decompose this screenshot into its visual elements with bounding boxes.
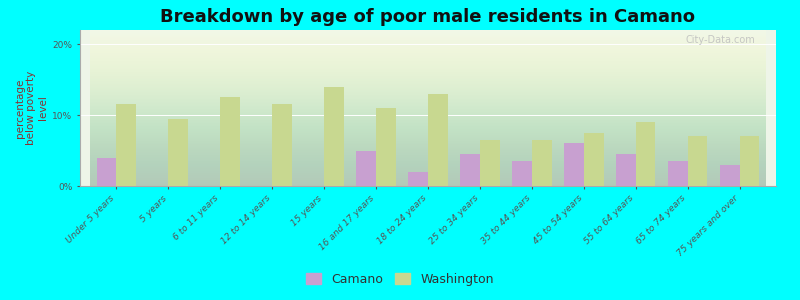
Bar bbox=[616, 154, 636, 186]
Bar bbox=[324, 87, 344, 186]
Bar bbox=[532, 140, 552, 186]
Bar bbox=[428, 94, 448, 186]
Bar bbox=[584, 133, 603, 186]
Bar bbox=[564, 143, 584, 186]
Bar bbox=[460, 154, 480, 186]
Bar bbox=[720, 165, 740, 186]
Bar bbox=[636, 122, 655, 186]
Bar bbox=[688, 136, 707, 186]
Y-axis label: percentage
below poverty
level: percentage below poverty level bbox=[15, 71, 48, 145]
Bar bbox=[220, 98, 240, 186]
Bar bbox=[376, 108, 396, 186]
Bar bbox=[272, 104, 292, 186]
Bar bbox=[740, 136, 759, 186]
Text: City-Data.com: City-Data.com bbox=[686, 35, 755, 45]
Bar bbox=[356, 151, 376, 186]
Legend: Camano, Washington: Camano, Washington bbox=[301, 268, 499, 291]
Bar bbox=[408, 172, 428, 186]
Bar bbox=[480, 140, 500, 186]
Title: Breakdown by age of poor male residents in Camano: Breakdown by age of poor male residents … bbox=[161, 8, 695, 26]
Bar bbox=[512, 161, 532, 186]
Bar bbox=[116, 104, 136, 186]
Bar bbox=[668, 161, 688, 186]
Bar bbox=[97, 158, 116, 186]
Bar bbox=[168, 118, 188, 186]
